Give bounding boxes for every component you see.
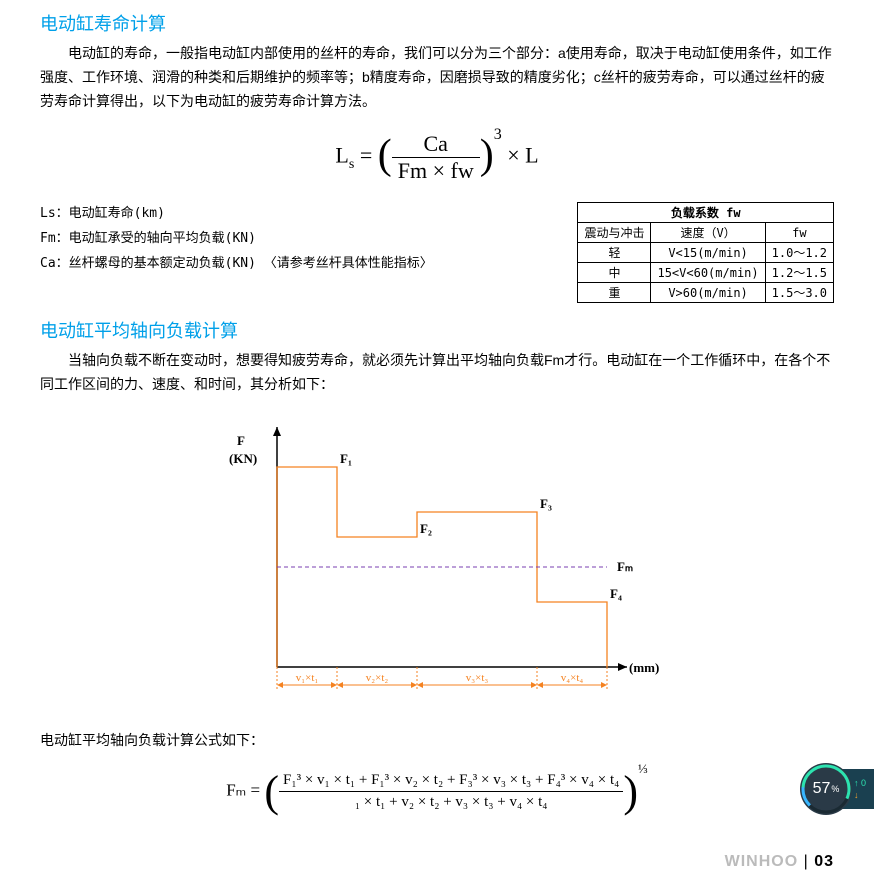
page-footer: WINHOO | 03	[725, 853, 834, 871]
svg-text:v₂×t₂: v₂×t₂	[366, 672, 389, 684]
f2-frac: F₁³ × v₁ × t₁ + F₁³ × v₂ × t₂ + F₃³ × v₃…	[279, 772, 623, 811]
section1-para: 电动缸的寿命，一般指电动缸内部使用的丝杆的寿命，我们可以分为三个部分：a使用寿命…	[40, 42, 834, 113]
fw-col1: 速度（V）	[651, 223, 765, 243]
fw-r2c0: 重	[578, 283, 651, 303]
fw-r1c1: 15<V<60(m/min)	[651, 263, 765, 283]
defs-row: Ls：电动缸寿命(km) Fm：电动缸承受的轴向平均负载(KN) Ca：丝杆螺母…	[40, 202, 834, 303]
fw-header: 负载系数 fw	[578, 203, 834, 223]
formula-ls: Ls = (CaFm × fw)3 × L	[40, 131, 834, 184]
def-ca: Ca：丝杆螺母的基本额定动负载(KN) 〈请参考丝杆具体性能指标〉	[40, 252, 577, 277]
f1-eq: =	[354, 143, 377, 168]
section2-para: 当轴向负载不断在变动时，想要得知疲劳寿命，就必须先计算出平均轴向负载Fm才行。电…	[40, 349, 834, 397]
f1-frac: CaFm × fw	[392, 131, 480, 184]
svg-text:(KN): (KN)	[229, 451, 257, 466]
section1-title: 电动缸寿命计算	[40, 10, 834, 36]
svg-text:v₃×t₃: v₃×t₃	[466, 672, 489, 684]
widget-up: ↑ 0	[854, 778, 874, 788]
def-ls: Ls：电动缸寿命(km)	[40, 202, 577, 227]
f2-lhs: Fₘ =	[226, 780, 264, 799]
def-fm: Fm：电动缸承受的轴向平均负载(KN)	[40, 227, 577, 252]
fw-r0c1: V<15(m/min)	[651, 243, 765, 263]
footer-page: 03	[814, 853, 834, 870]
svg-text:F: F	[237, 433, 245, 448]
f2-den: ₁ × t₁ + v₂ × t₂ + v₃ × t₃ + v₄ × t₄	[279, 792, 623, 811]
fw-table: 负载系数 fw 震动与冲击 速度（V） fw 轻 V<15(m/min) 1.0…	[577, 202, 834, 303]
formula-fm: Fₘ = (F₁³ × v₁ × t₁ + F₁³ × v₂ × t₂ + F₃…	[40, 766, 834, 817]
f2-rparen: )	[623, 767, 638, 816]
f2-lparen: (	[264, 767, 279, 816]
f1-num: Ca	[392, 131, 480, 158]
progress-circle[interactable]: 57%	[800, 763, 852, 815]
fw-col0: 震动与冲击	[578, 223, 651, 243]
footer-sep: |	[798, 853, 814, 870]
svg-text:F₂: F₂	[420, 521, 432, 536]
f1-lparen: (	[378, 131, 392, 179]
svg-text:v₁×t₁: v₁×t₁	[296, 672, 319, 684]
fw-col2: fw	[765, 223, 833, 243]
widget-down: ↓	[854, 790, 874, 800]
fw-r1c2: 1.2～1.5	[765, 263, 833, 283]
svg-text:Fₘ: Fₘ	[617, 559, 633, 574]
f1-exp: 3	[494, 126, 502, 143]
fw-r0c2: 1.0～1.2	[765, 243, 833, 263]
para3: 电动缸平均轴向负载计算公式如下：	[40, 730, 834, 750]
float-widget[interactable]: 57% ↑ 0 ↓	[800, 763, 874, 815]
step-chart-svg: F (KN) (mm) F₁ F₂ F₃ F₄ Fₘ v₁×t₁ v₂×t₂ v₃×t₃ v₄×t₄	[207, 407, 667, 717]
svg-text:F₁: F₁	[340, 451, 352, 466]
defs-list: Ls：电动缸寿命(km) Fm：电动缸承受的轴向平均负载(KN) Ca：丝杆螺母…	[40, 202, 577, 276]
section2-title: 电动缸平均轴向负载计算	[40, 317, 834, 343]
f2-exp: ⅓	[638, 761, 648, 776]
f1-rparen: )	[480, 131, 494, 179]
step-chart: F (KN) (mm) F₁ F₂ F₃ F₄ Fₘ v₁×t₁ v₂×t₂ v₃×t₃ v₄×t₄	[40, 407, 834, 720]
svg-text:F₄: F₄	[610, 586, 622, 601]
svg-text:(mm): (mm)	[629, 660, 659, 675]
f1-lhs: L	[335, 143, 348, 168]
fw-r2c1: V>60(m/min)	[651, 283, 765, 303]
f1-den: Fm × fw	[392, 158, 480, 184]
svg-text:F₃: F₃	[540, 496, 552, 511]
f1-tail: × L	[502, 143, 539, 168]
fw-r1c0: 中	[578, 263, 651, 283]
svg-text:v₄×t₄: v₄×t₄	[561, 672, 584, 684]
fw-r2c2: 1.5～3.0	[765, 283, 833, 303]
footer-brand: WINHOO	[725, 853, 799, 870]
fw-r0c0: 轻	[578, 243, 651, 263]
f2-num: F₁³ × v₁ × t₁ + F₁³ × v₂ × t₂ + F₃³ × v₃…	[279, 772, 623, 792]
